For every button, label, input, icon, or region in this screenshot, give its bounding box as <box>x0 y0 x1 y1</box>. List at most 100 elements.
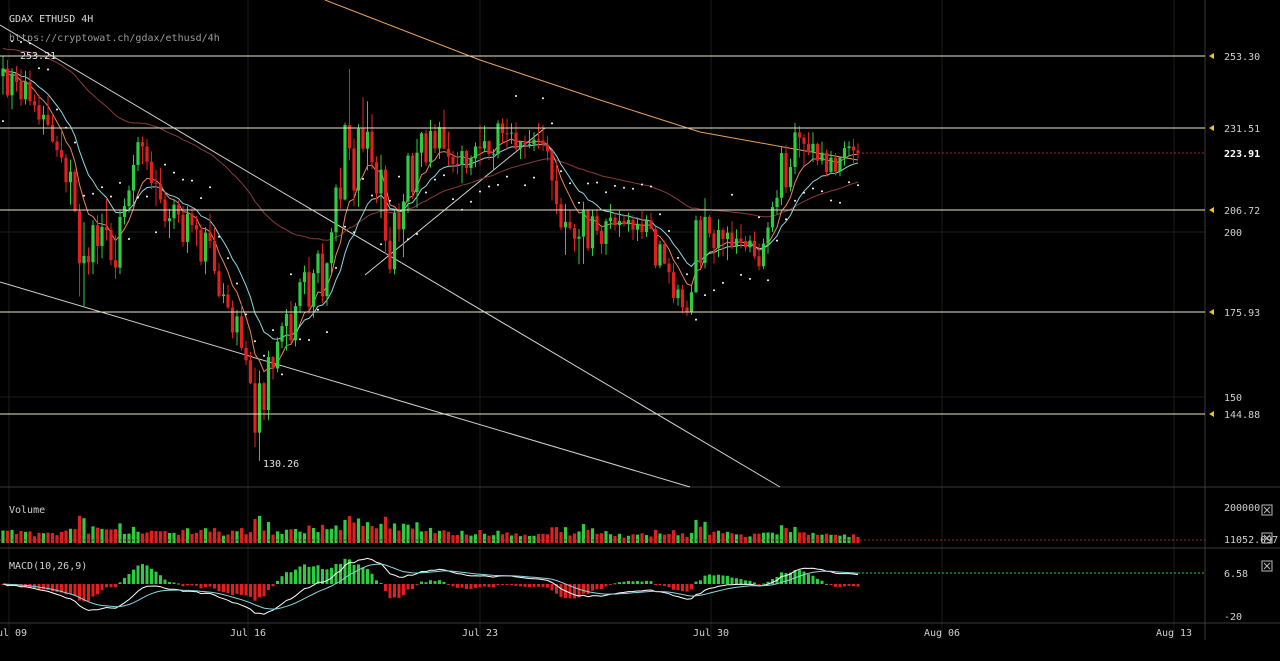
volume-bar <box>10 529 14 543</box>
candle <box>410 155 415 193</box>
psar-dot <box>389 199 391 202</box>
volume-bar <box>428 527 433 543</box>
macd-histogram-bar <box>573 584 576 599</box>
volume-bar <box>379 523 383 543</box>
volume-bar <box>127 533 131 543</box>
candle <box>41 114 46 120</box>
macd-histogram-bar <box>577 584 581 598</box>
candle <box>1 68 5 77</box>
volume-bar <box>667 533 671 543</box>
macd-histogram-bar <box>433 581 437 584</box>
volume-bar <box>68 528 73 543</box>
volume-bar <box>595 533 599 543</box>
candle <box>523 141 527 145</box>
candle <box>370 131 374 163</box>
macd-histogram-bar <box>663 584 666 586</box>
candle <box>617 220 622 226</box>
volume-bar <box>658 533 662 543</box>
volume-bar <box>64 530 68 543</box>
candle <box>734 238 739 247</box>
candle <box>289 314 293 341</box>
volume-bar <box>689 532 694 543</box>
macd-histogram-bar <box>123 578 126 584</box>
macd-histogram-bar <box>366 568 369 584</box>
volume-bar <box>766 532 770 543</box>
x-tick-label: Aug 13 <box>1156 628 1192 639</box>
candle <box>788 166 793 188</box>
volume-bar <box>343 519 347 543</box>
macd-histogram-bar <box>627 580 630 584</box>
volume-bar <box>248 532 253 543</box>
volume-bar <box>23 531 28 543</box>
candle <box>109 230 113 261</box>
volume-bar <box>419 531 424 543</box>
volume-bar <box>487 535 491 543</box>
macd-histogram-bar <box>654 584 657 585</box>
chart-title: GDAX ETHUSD 4H <box>9 14 93 25</box>
volume-bar <box>802 532 806 543</box>
volume-close-button-2[interactable] <box>1261 532 1273 544</box>
candle <box>127 190 131 207</box>
psar-dot <box>218 235 220 238</box>
psar-dot <box>128 238 130 240</box>
candle <box>671 272 676 299</box>
macd-close-button[interactable] <box>1261 560 1273 572</box>
candle <box>73 171 77 212</box>
candle <box>37 105 41 120</box>
volume-bar <box>829 534 833 543</box>
volume-bar <box>280 533 284 543</box>
volume-bar <box>329 528 334 543</box>
volume-bar <box>230 530 235 543</box>
psar-dot <box>533 176 535 179</box>
volume-bar <box>176 534 181 543</box>
macd-histogram-bar <box>658 584 662 585</box>
macd-histogram-bar <box>739 579 743 584</box>
macd-histogram-bar <box>492 584 495 588</box>
volume-close-button[interactable] <box>1261 504 1273 516</box>
volume-bar <box>707 534 712 543</box>
level-marker-icon <box>1209 411 1214 417</box>
macd-histogram-bar <box>280 576 284 584</box>
level-marker-icon <box>1209 207 1214 213</box>
psar-dot <box>443 174 445 177</box>
volume-bar <box>203 528 208 543</box>
volume-bar <box>811 532 815 543</box>
macd-histogram-bar <box>168 582 171 584</box>
candle <box>838 157 842 172</box>
psar-dot <box>281 373 283 376</box>
volume-bar <box>545 534 550 543</box>
psar-dot <box>722 281 724 284</box>
macd-histogram-bar <box>370 573 374 584</box>
candle <box>568 221 572 229</box>
candle <box>154 182 158 184</box>
candle <box>536 139 541 141</box>
volume-bar <box>586 529 590 543</box>
psar-dot <box>578 201 580 204</box>
candle <box>626 219 631 225</box>
macd-histogram-bar <box>420 581 423 584</box>
volume-close-box-2 <box>1261 532 1273 544</box>
candle <box>464 151 469 168</box>
candle <box>230 307 235 333</box>
psar-dot <box>416 233 418 235</box>
macd-histogram-bar <box>78 584 81 601</box>
candle <box>586 210 590 249</box>
candle <box>361 128 365 149</box>
candle <box>239 316 244 348</box>
x-tick-label: Jul 23 <box>462 628 498 639</box>
candle <box>775 197 779 208</box>
volume-bar <box>257 515 262 543</box>
volume-bar <box>815 534 820 543</box>
candle <box>707 216 712 234</box>
candle <box>113 260 118 268</box>
close-icon <box>1263 506 1271 514</box>
volume-bar <box>568 535 572 543</box>
macd-histogram-bar <box>649 581 653 584</box>
macd-histogram-bar <box>519 584 522 587</box>
volume-bar <box>725 531 730 543</box>
candle <box>82 255 86 264</box>
macd-histogram-bar <box>204 584 207 588</box>
psar-dot <box>56 108 58 111</box>
volume-bar <box>392 523 397 543</box>
